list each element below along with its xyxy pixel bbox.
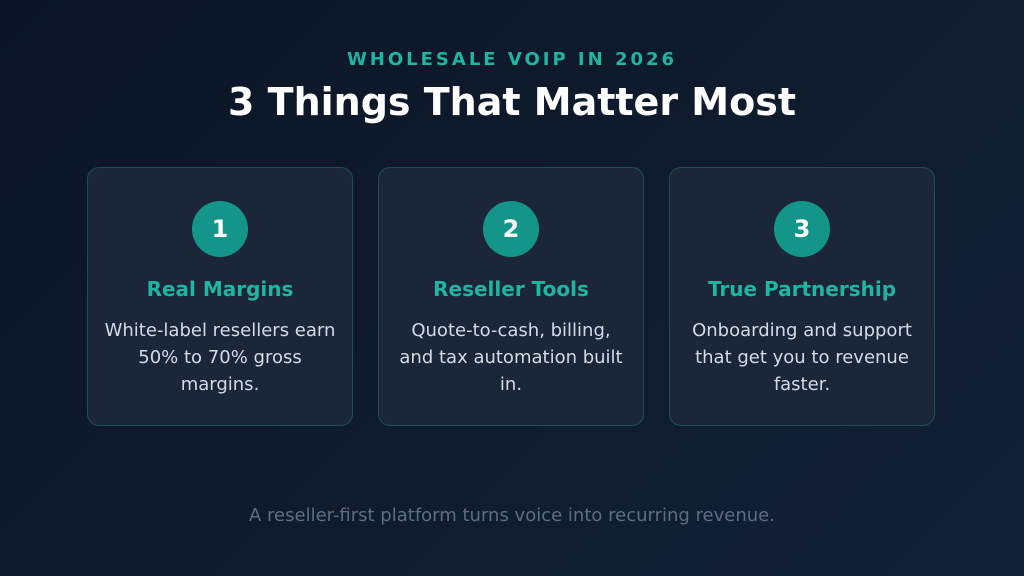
cards-row: 1 Real Margins White-label resellers ear… [87,167,937,427]
card-title: True Partnership [707,277,897,301]
card-title: Reseller Tools [433,277,589,301]
card-real-margins: 1 Real Margins White-label resellers ear… [87,167,353,426]
card-title: Real Margins [146,277,294,301]
card-description: Onboarding and support that get you to r… [692,320,912,395]
number-badge: 1 [192,201,248,257]
card-reseller-tools: 2 Reseller Tools Quote-to-cash, billing,… [378,167,644,426]
number-badge: 3 [774,201,830,257]
card-description: White-label resellers earn 50% to 70% gr… [104,320,336,395]
card-description: Quote-to-cash, billing, and tax automati… [399,320,623,395]
page-title: 3 Things That Matter Most [227,80,796,124]
number-badge: 2 [483,201,539,257]
card-true-partnership: 3 True Partnership Onboarding and suppor… [669,167,935,426]
eyebrow-label: WHOLESALE VOIP IN 2026 [346,49,678,70]
footer-tagline: A reseller-first platform turns voice in… [249,505,775,526]
